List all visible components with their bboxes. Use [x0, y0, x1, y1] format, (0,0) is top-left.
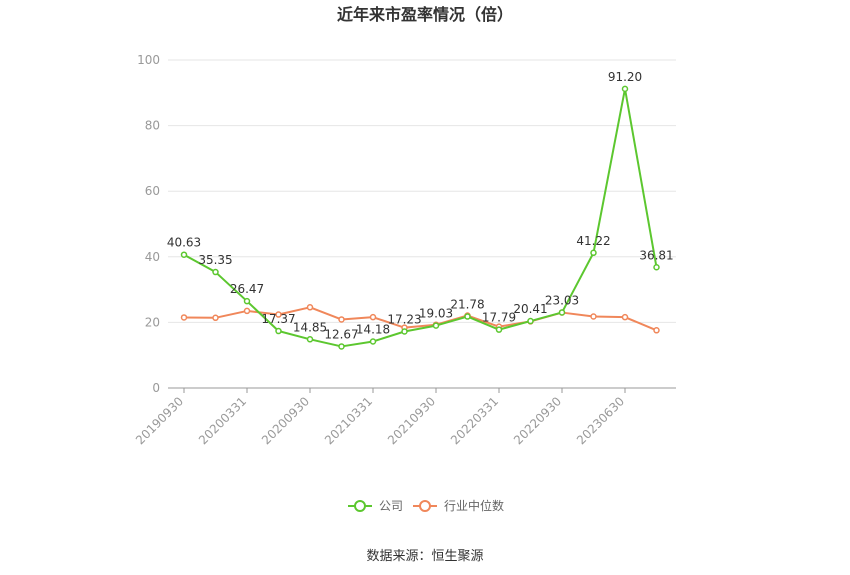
y-tick-label: 0 — [152, 381, 160, 395]
x-tick-label: 20220331 — [448, 394, 501, 447]
data-point — [369, 313, 377, 321]
data-label: 36.81 — [639, 248, 673, 262]
data-point — [243, 297, 251, 305]
data-label: 12.67 — [324, 327, 358, 341]
x-tick-label: 20230630 — [574, 394, 627, 447]
y-tick-label: 20 — [145, 315, 160, 329]
data-label: 14.85 — [293, 320, 327, 334]
data-point — [621, 313, 629, 321]
data-label: 17.79 — [482, 311, 516, 325]
legend-swatch-marker — [354, 500, 366, 512]
data-label: 26.47 — [230, 282, 264, 296]
data-point — [180, 314, 188, 321]
data-point — [464, 313, 471, 320]
data-point — [590, 249, 597, 257]
data-point — [590, 313, 597, 320]
data-point — [621, 85, 629, 93]
x-tick-label: 20220930 — [511, 394, 564, 447]
legend-label: 公司 — [379, 499, 403, 513]
data-label: 14.18 — [356, 322, 390, 336]
series-line — [183, 87, 658, 348]
data-point — [243, 307, 251, 315]
legend-label: 行业中位数 — [444, 498, 504, 513]
data-label: 20.41 — [513, 302, 547, 316]
y-tick-label: 100 — [137, 53, 160, 67]
data-point — [338, 343, 345, 350]
series — [180, 85, 660, 350]
data-label: 17.23 — [387, 312, 421, 326]
data-point — [306, 304, 314, 311]
data-point — [338, 316, 345, 323]
data-point — [212, 314, 219, 322]
data-point — [369, 338, 377, 345]
y-tick-label: 40 — [145, 250, 160, 264]
data-labels: 40.63 35.35 26.47 17.3714.8512.6714.1817.23… — [167, 70, 674, 342]
data-point — [432, 322, 440, 329]
data-point — [180, 251, 188, 258]
data-point — [653, 264, 660, 271]
data-label: 19.03 — [419, 307, 453, 321]
data-point — [306, 336, 314, 343]
data-label: 23.03 — [545, 293, 579, 307]
series-line — [183, 306, 657, 332]
legend-item[interactable]: 行业中位数 — [413, 498, 504, 513]
x-tick-label: 20200930 — [259, 394, 312, 447]
data-point — [275, 327, 282, 335]
y-tick-label: 60 — [145, 184, 160, 198]
y-tick-label: 80 — [145, 119, 160, 133]
data-label: 17.37 — [261, 312, 295, 326]
data-label: 21.78 — [450, 298, 484, 312]
data-point — [212, 268, 219, 276]
x-tick-label: 20200331 — [196, 394, 249, 447]
x-tick-label: 20210331 — [322, 394, 375, 447]
legend-item[interactable]: 公司 — [348, 499, 403, 513]
data-point — [653, 327, 660, 334]
data-point — [275, 311, 282, 318]
data-point — [527, 317, 534, 325]
data-point — [495, 326, 503, 333]
data-point — [401, 328, 408, 335]
data-point — [558, 309, 566, 316]
x-tick-label: 20190930 — [133, 394, 186, 447]
legend-swatch-marker — [419, 500, 431, 512]
legend[interactable]: 公司 行业中位数 — [348, 498, 504, 513]
x-tick-label: 20210930 — [385, 394, 438, 447]
data-label: 35.35 — [198, 253, 232, 267]
data-label: 40.63 — [167, 236, 201, 250]
source-note: 数据来源：恒生聚源 — [366, 549, 483, 564]
data-label: 91.20 — [608, 70, 642, 84]
chart-title: 近年来市盈率情况（倍） — [337, 5, 513, 24]
data-label: 41.22 — [576, 234, 610, 248]
